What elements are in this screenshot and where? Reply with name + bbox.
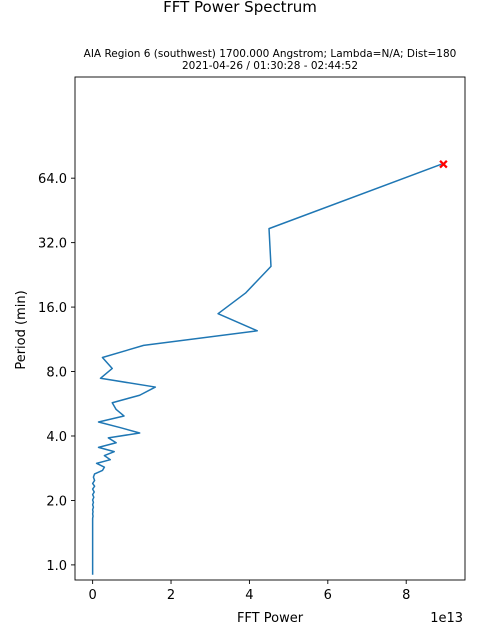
- chart-subtitle-line1: AIA Region 6 (southwest) 1700.000 Angstr…: [84, 48, 457, 60]
- axes-frame: [74, 76, 466, 581]
- x-tick-label: 6: [324, 588, 332, 603]
- x-axis-label: FFT Power: [237, 611, 304, 626]
- series-line-0: [91, 163, 442, 575]
- y-tick-label: 32.0: [38, 237, 67, 252]
- y-tick-label: 1.0: [46, 559, 67, 574]
- y-tick-label: 16.0: [38, 301, 67, 316]
- x-tick-label: 4: [245, 588, 253, 603]
- y-tick-label: 64.0: [38, 172, 67, 187]
- x-tick-label: 8: [402, 588, 410, 603]
- chart-subtitle-line2: 2021-04-26 / 01:30:28 - 02:44:52: [182, 60, 358, 72]
- x-offset-text: 1e13: [430, 611, 463, 626]
- x-tick-label: 2: [167, 588, 175, 603]
- suptitle: FFT Power Spectrum: [163, 0, 317, 16]
- y-tick-label: 8.0: [46, 366, 67, 381]
- peak-marker: [439, 159, 448, 169]
- y-tick-label: 2.0: [46, 494, 67, 509]
- y-tick-label: 4.0: [46, 430, 67, 445]
- x-tick-label: 0: [88, 588, 96, 603]
- plot-area: 0 2 4 6 8 1.0 2.0 4.0 8.0 16.0 32.0 64.0: [38, 76, 466, 603]
- y-axis-label: Period (min): [14, 290, 29, 369]
